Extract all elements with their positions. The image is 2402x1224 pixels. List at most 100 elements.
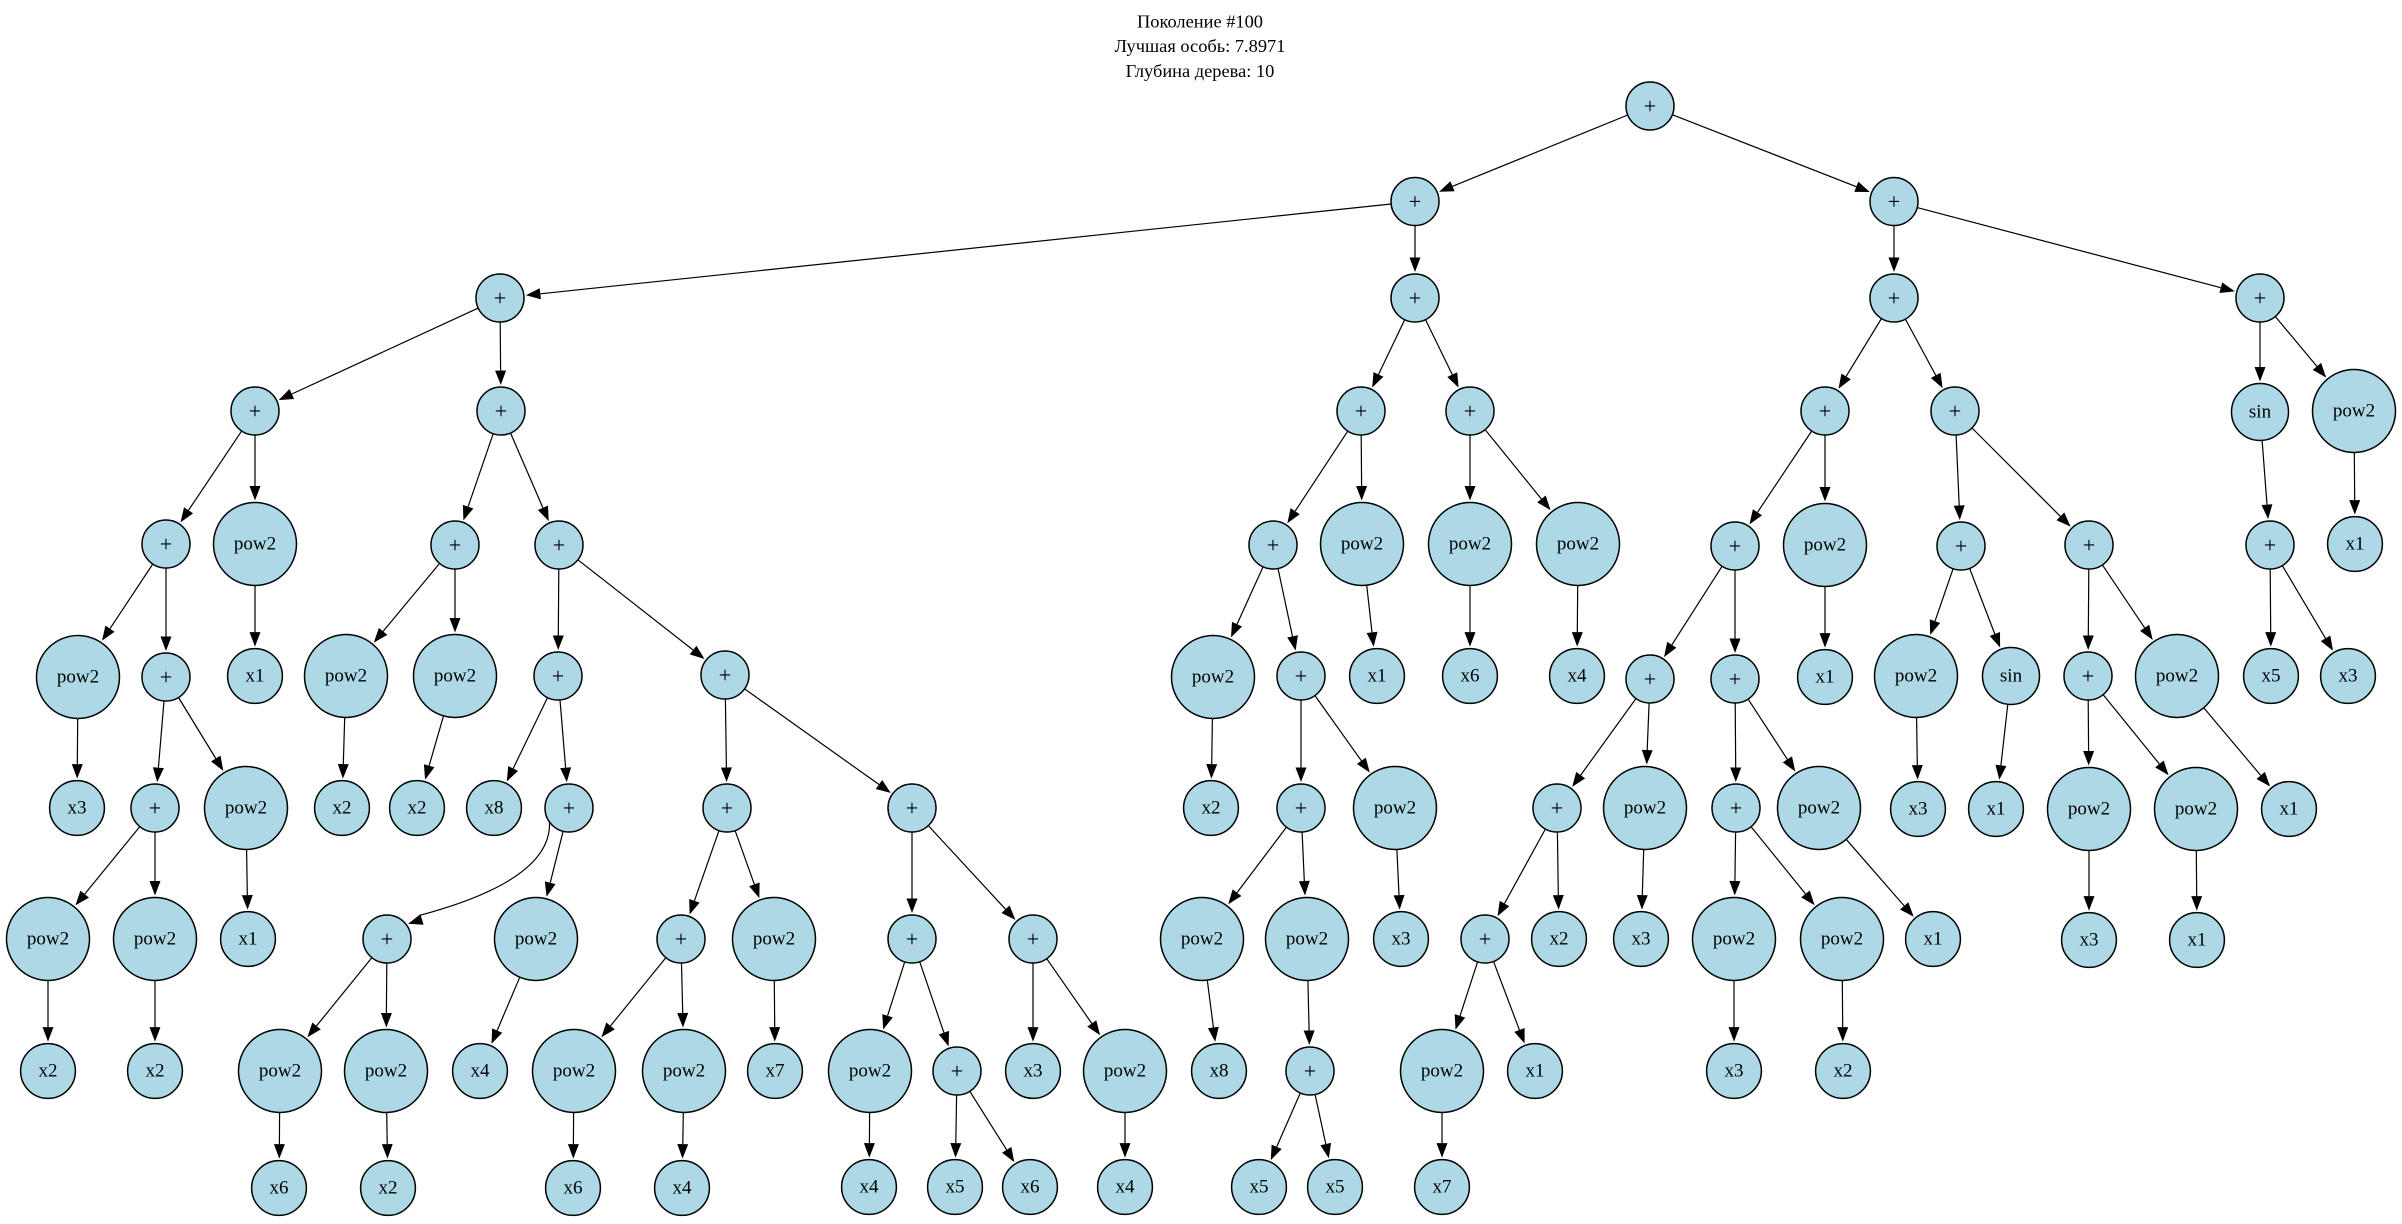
svg-text:x1: x1 (1924, 929, 1943, 950)
svg-text:x2: x2 (146, 1061, 165, 1082)
svg-text:+: + (1819, 399, 1831, 424)
svg-text:+: + (1729, 667, 1741, 692)
svg-text:sin: sin (2249, 402, 2272, 423)
svg-text:x3: x3 (1632, 929, 1651, 950)
svg-text:x5: x5 (1326, 1177, 1345, 1198)
svg-text:+: + (719, 663, 731, 688)
svg-text:x6: x6 (564, 1178, 583, 1199)
svg-text:pow2: pow2 (2068, 799, 2110, 820)
svg-text:+: + (2254, 286, 2266, 311)
svg-text:+: + (160, 665, 172, 690)
svg-text:pow2: pow2 (1421, 1061, 1463, 1082)
svg-text:+: + (160, 532, 172, 557)
svg-text:x1: x1 (2188, 930, 2207, 951)
svg-text:+: + (1027, 927, 1039, 952)
svg-text:pow2: pow2 (434, 666, 476, 687)
svg-text:x7: x7 (766, 1061, 785, 1082)
svg-text:x6: x6 (1021, 1177, 1040, 1198)
svg-text:+: + (1955, 534, 1967, 559)
svg-text:+: + (675, 927, 687, 952)
svg-text:+: + (495, 399, 507, 424)
svg-text:x3: x3 (68, 798, 87, 819)
svg-text:+: + (1888, 189, 1900, 214)
svg-text:sin: sin (2000, 666, 2023, 687)
svg-text:pow2: pow2 (134, 929, 176, 950)
svg-text:+: + (1267, 533, 1279, 558)
svg-text:x3: x3 (2080, 930, 2099, 951)
svg-text:pow2: pow2 (849, 1061, 891, 1082)
svg-text:+: + (553, 533, 565, 558)
svg-text:+: + (721, 796, 733, 821)
svg-text:x7: x7 (1433, 1177, 1452, 1198)
svg-text:+: + (906, 796, 918, 821)
svg-text:+: + (249, 399, 261, 424)
svg-text:+: + (552, 664, 564, 689)
svg-text:x1: x1 (1987, 799, 2006, 820)
svg-text:pow2: pow2 (225, 798, 267, 819)
svg-text:x1: x1 (2346, 534, 2365, 555)
svg-text:pow2: pow2 (1181, 929, 1223, 950)
svg-text:x4: x4 (1116, 1177, 1136, 1198)
svg-text:pow2: pow2 (1341, 534, 1383, 555)
svg-text:+: + (381, 927, 393, 952)
svg-text:+: + (951, 1059, 963, 1084)
svg-text:+: + (449, 533, 461, 558)
svg-text:x5: x5 (946, 1177, 965, 1198)
svg-text:pow2: pow2 (2333, 401, 2375, 422)
svg-text:Поколение #100: Поколение #100 (1137, 12, 1263, 32)
svg-text:+: + (1888, 286, 1900, 311)
svg-text:pow2: pow2 (553, 1061, 595, 1082)
svg-text:pow2: pow2 (1192, 667, 1234, 688)
svg-text:+: + (2083, 533, 2095, 558)
svg-text:pow2: pow2 (259, 1061, 301, 1082)
svg-text:+: + (1409, 286, 1421, 311)
svg-text:x6: x6 (1461, 666, 1480, 687)
svg-text:x4: x4 (860, 1177, 880, 1198)
svg-text:pow2: pow2 (1821, 929, 1863, 950)
svg-text:pow2: pow2 (2156, 666, 2198, 687)
svg-text:x1: x1 (1526, 1061, 1545, 1082)
svg-text:+: + (1730, 796, 1742, 821)
svg-text:x8: x8 (1210, 1061, 1229, 1082)
svg-text:+: + (494, 286, 506, 311)
svg-text:pow2: pow2 (663, 1061, 705, 1082)
svg-text:pow2: pow2 (365, 1061, 407, 1082)
svg-text:+: + (1409, 189, 1421, 214)
svg-text:x3: x3 (1725, 1061, 1744, 1082)
svg-text:x5: x5 (2262, 666, 2281, 687)
svg-text:+: + (563, 796, 575, 821)
svg-text:x1: x1 (1816, 667, 1835, 688)
svg-text:+: + (1355, 399, 1367, 424)
svg-text:+: + (906, 927, 918, 952)
svg-text:pow2: pow2 (753, 929, 795, 950)
svg-text:x2: x2 (1834, 1061, 1853, 1082)
svg-text:pow2: pow2 (1104, 1061, 1146, 1082)
svg-text:x2: x2 (379, 1178, 398, 1199)
svg-text:x3: x3 (1392, 929, 1411, 950)
svg-text:pow2: pow2 (1895, 666, 1937, 687)
svg-text:pow2: pow2 (2175, 799, 2217, 820)
svg-text:x5: x5 (1250, 1177, 1269, 1198)
svg-text:x3: x3 (1909, 799, 1928, 820)
svg-text:pow2: pow2 (1374, 798, 1416, 819)
svg-text:pow2: pow2 (234, 534, 276, 555)
svg-text:+: + (1479, 927, 1491, 952)
svg-text:+: + (2082, 664, 2094, 689)
svg-text:x4: x4 (471, 1061, 491, 1082)
svg-text:pow2: pow2 (1804, 535, 1846, 556)
svg-text:+: + (1304, 1059, 1316, 1084)
svg-text:x2: x2 (1202, 798, 1221, 819)
svg-text:+: + (1551, 796, 1563, 821)
svg-text:pow2: pow2 (1286, 929, 1328, 950)
svg-text:pow2: pow2 (27, 929, 69, 950)
svg-text:x1: x1 (239, 929, 258, 950)
svg-text:Глубина дерева: 10: Глубина дерева: 10 (1126, 61, 1275, 81)
svg-text:+: + (1295, 664, 1307, 689)
svg-text:x4: x4 (673, 1178, 693, 1199)
svg-text:+: + (1644, 667, 1656, 692)
svg-text:x2: x2 (408, 798, 427, 819)
svg-text:x3: x3 (1024, 1061, 1043, 1082)
svg-text:pow2: pow2 (1449, 534, 1491, 555)
svg-text:x1: x1 (246, 666, 265, 687)
svg-text:+: + (1295, 796, 1307, 821)
